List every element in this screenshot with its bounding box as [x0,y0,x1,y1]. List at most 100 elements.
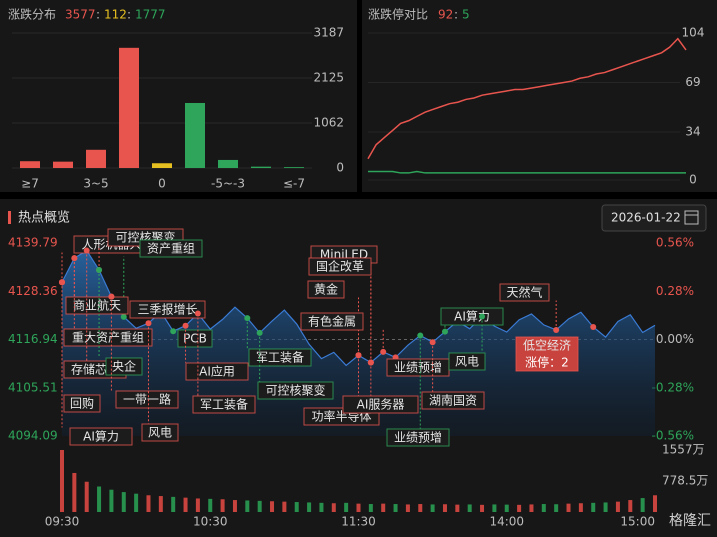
watermark: 格隆汇 [669,513,711,529]
volume-bar [171,496,176,512]
volume-bar [591,502,596,512]
y-tick-label: 1062 [313,116,344,130]
date-box[interactable] [601,204,707,232]
panel [0,0,357,192]
annotation-dot [182,322,189,329]
annotation-text: 商业航天 [73,298,121,313]
annotation-text: 回购 [70,396,94,411]
line-series [368,170,686,174]
separator: : [127,8,131,22]
x-tick-label: 10:30 [193,515,228,529]
y-tick-label: 69 [685,75,700,89]
annotation-box [63,328,153,347]
annotation-text: 资产重组 [147,242,195,256]
annotation-text: PCB [183,332,207,346]
x-tick-label: ≤-7 [283,177,305,191]
volume-bar [84,481,89,512]
y-tick-label: 0 [336,161,344,175]
volume-bar [344,502,349,512]
volume-bar [183,497,188,512]
panel-title: 热点概览 [18,210,70,226]
volume-bar [220,499,225,512]
bar [152,163,172,168]
annotation-text: AI服务器 [357,397,405,412]
annotation-text: 湖南国资 [429,393,477,408]
volume-bar [529,504,534,512]
volume-bar [270,501,275,512]
x-tick-label: 09:30 [45,515,80,529]
annotation-box [69,427,133,446]
y2-tick-label: 0.00% [656,332,694,346]
down-count: 1777 [135,8,166,22]
annotation-dot [355,352,362,359]
volume-bar [158,496,163,512]
annotation-box [515,336,579,372]
annotation-text: 天然气 [506,285,542,300]
annotation-box [308,257,372,276]
annotation-dot [441,328,448,335]
annotation-box [129,300,206,319]
x-tick-label: 11:30 [341,515,376,529]
annotation-dot [71,255,78,262]
annotation-dot [120,313,127,320]
annotation-text: AI算力 [454,309,490,324]
volume-bar [541,504,546,512]
flat-count: 112 [104,8,127,22]
volume-bar [60,450,64,512]
bar [185,102,205,168]
date[interactable]: 2026-01-22 [611,211,681,225]
x-tick-label: -5~-3 [211,177,245,191]
x-tick-label: ≥7 [21,177,39,191]
y-tick-label: 4116.94 [8,332,58,346]
annotation-text: AI应用 [199,364,235,379]
calendar-icon[interactable] [684,210,699,225]
annotation-box [448,352,486,371]
annotation-box [342,395,419,414]
volume-tick-label: 1557万 [662,443,705,457]
volume-bar [195,498,200,512]
annotation-text: 可控核聚变 [265,383,325,398]
volume-bar [232,500,237,512]
volume-bar [356,503,361,512]
panel-title: 涨跌分布 [8,7,56,22]
annotation-text: 军工装备 [200,398,248,412]
volume-bar [393,504,398,512]
bar [284,167,304,168]
annotation-box [139,239,203,258]
volume-bar [331,503,336,512]
x-tick-label: 0 [158,177,166,191]
annotation-dot [553,326,560,333]
volume-bar [467,504,472,512]
title-marker [8,211,11,224]
y-tick-label: 4128.36 [8,284,58,298]
annotation-text: AI算力 [83,429,119,444]
annotation-text: 低空经济 [523,338,571,353]
annotation-dot [256,329,263,336]
annotation-text: 三季报增长 [137,302,197,317]
volume-bar [208,498,213,512]
separator: : [96,8,100,22]
annotation-box [257,381,334,400]
limit-down-count: 5 [462,8,470,22]
annotation-dot [380,348,387,355]
line-series [367,37,687,160]
volume-bar [257,500,262,512]
annotation-box [499,283,550,302]
y2-tick-label: 0.28% [656,284,694,298]
date-picker[interactable]: 2026-01-22 [601,204,707,232]
panel-title: 涨跌停对比 [368,7,428,22]
annotation-box [192,395,256,414]
annotation-box [185,362,249,381]
annotation-box [177,329,213,348]
annotation-box [105,357,143,376]
x-tick-label: 14:00 [489,515,524,529]
separator: : [454,8,458,22]
x-tick-label: 15:00 [620,515,655,529]
annotation-dot [96,266,103,273]
x-tick-label: 3~5 [83,177,108,191]
annotation-dot [429,339,436,346]
bar [20,161,40,168]
y-tick-label: 4139.79 [8,236,58,250]
bar [53,161,73,168]
y-tick-label: 104 [682,26,705,40]
